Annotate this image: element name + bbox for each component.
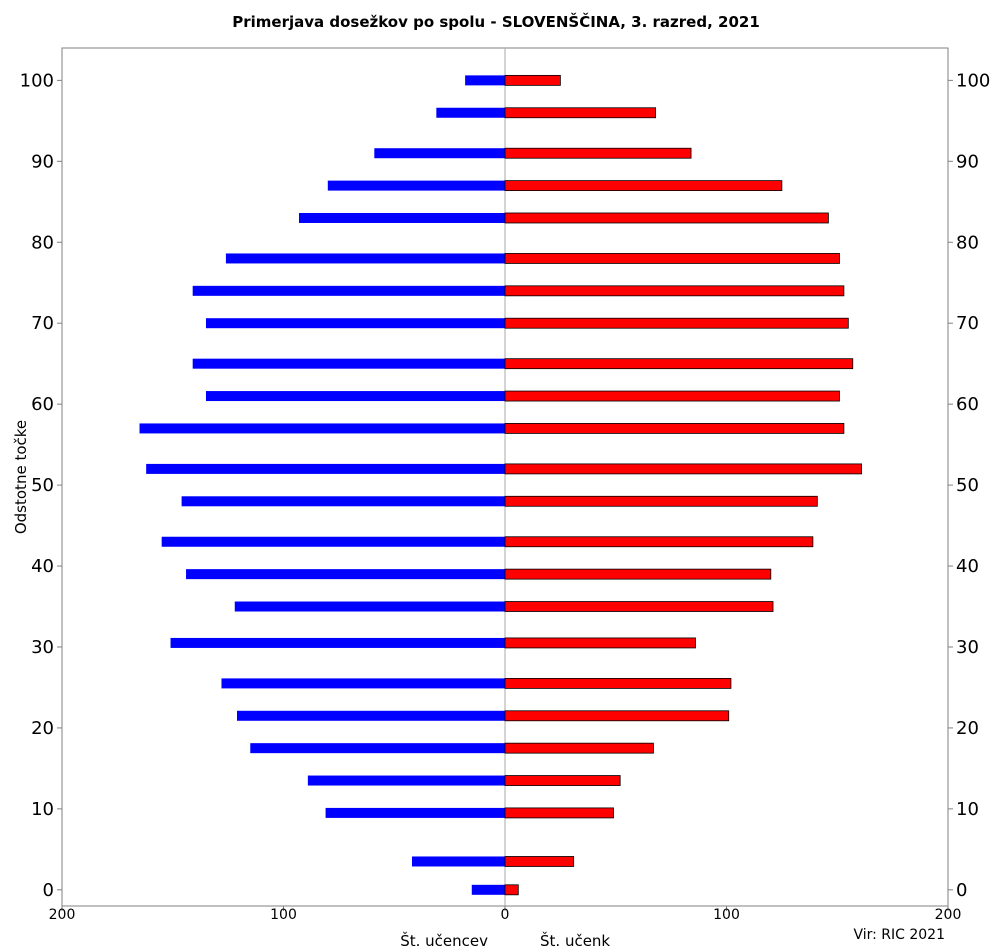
x-axis-label-boys: Št. učencev xyxy=(400,931,488,950)
bar-girls-23 xyxy=(504,74,561,86)
bar-girls-4 xyxy=(504,742,654,754)
y-tick-label-left-8: 80 xyxy=(31,232,54,253)
bar-girls-14 xyxy=(504,390,840,402)
x-tick-label-0: 200 xyxy=(49,907,76,923)
bar-boys-8 xyxy=(234,601,505,612)
y-tick-label-right-9: 90 xyxy=(956,151,979,172)
bar-boys-21 xyxy=(374,148,505,159)
bar-boys-18 xyxy=(225,253,505,264)
y-tick-label-left-2: 20 xyxy=(31,718,54,739)
y-tick-label-left-3: 30 xyxy=(31,637,54,658)
bar-girls-9 xyxy=(504,568,772,580)
bar-boys-10 xyxy=(161,536,506,547)
y-tick-label-right-4: 40 xyxy=(956,556,979,577)
x-tick-label-1: 100 xyxy=(270,907,297,923)
bar-boys-12 xyxy=(146,463,506,474)
bar-girls-1 xyxy=(504,856,575,867)
y-tick-label-right-7: 70 xyxy=(956,313,979,334)
x-tick-label-3: 100 xyxy=(713,907,740,923)
x-ticks: 200 100 0 100 200 xyxy=(49,906,962,923)
bar-boys-2 xyxy=(325,807,505,818)
y-tick-label-left-0: 0 xyxy=(43,880,54,901)
y-tick-label-right-1: 10 xyxy=(956,799,979,820)
bar-girls-13 xyxy=(504,423,845,434)
bar-boys-16 xyxy=(205,318,505,329)
source-note: Vir: RIC 2021 xyxy=(853,927,945,943)
y-tick-label-right-5: 50 xyxy=(956,475,979,496)
bar-boys-3 xyxy=(307,775,505,786)
y-tick-label-left-6: 60 xyxy=(31,394,54,415)
chart-title: Primerjava dosežkov po spolu - SLOVENŠČI… xyxy=(232,12,760,31)
bar-boys-17 xyxy=(192,285,505,296)
y-tick-label-left-9: 90 xyxy=(31,151,54,172)
bar-girls-15 xyxy=(504,358,854,370)
y-ticks-right: 0 10 20 30 40 50 60 70 80 90 100 xyxy=(948,70,990,901)
y-tick-label-left-10: 100 xyxy=(20,70,54,91)
y-tick-label-right-10: 100 xyxy=(956,70,990,91)
y-tick-label-left-1: 10 xyxy=(31,799,54,820)
y-tick-label-left-4: 40 xyxy=(31,556,54,577)
bar-boys-11 xyxy=(181,496,506,507)
x-tick-label-4: 200 xyxy=(935,907,962,923)
y-ticks-left: 0 10 20 30 40 50 60 70 80 90 100 xyxy=(20,70,62,901)
bar-boys-0 xyxy=(471,884,505,895)
bar-boys-1 xyxy=(411,856,505,867)
y-tick-label-right-2: 20 xyxy=(956,718,979,739)
x-tick-label-2: 0 xyxy=(501,907,510,923)
bar-girls-12 xyxy=(504,463,863,475)
y-axis-label: Odstotne točke xyxy=(12,420,30,534)
bar-boys-22 xyxy=(436,107,505,118)
bar-boys-15 xyxy=(192,358,505,369)
bar-girls-19 xyxy=(504,212,829,224)
bar-girls-11 xyxy=(504,495,818,507)
bar-girls-7 xyxy=(504,637,696,649)
bar-boys-14 xyxy=(205,391,505,402)
bar-boys-6 xyxy=(221,678,506,689)
bar-girls-6 xyxy=(504,678,732,689)
x-axis-label-girls: Št. učenk xyxy=(540,931,610,950)
y-tick-label-left-7: 70 xyxy=(31,313,54,334)
bar-girls-16 xyxy=(504,317,849,329)
bar-boys-9 xyxy=(186,569,506,580)
bar-girls-18 xyxy=(504,253,840,264)
bar-boys-23 xyxy=(465,75,505,86)
bar-girls-0 xyxy=(504,884,519,896)
bars-group xyxy=(139,74,863,896)
y-tick-label-right-6: 60 xyxy=(956,394,979,415)
bar-boys-13 xyxy=(139,423,505,434)
bar-boys-5 xyxy=(236,710,506,721)
y-tick-label-left-5: 50 xyxy=(31,475,54,496)
bar-girls-8 xyxy=(504,601,774,612)
bar-boys-4 xyxy=(250,743,505,754)
bar-girls-3 xyxy=(504,775,621,786)
bar-girls-2 xyxy=(504,807,614,819)
bar-boys-20 xyxy=(327,180,505,191)
bar-girls-10 xyxy=(504,536,814,548)
bar-girls-5 xyxy=(504,710,730,722)
bar-girls-21 xyxy=(504,147,692,159)
bar-girls-17 xyxy=(504,285,845,297)
bar-boys-19 xyxy=(299,212,505,223)
bar-boys-7 xyxy=(170,637,505,648)
y-tick-label-right-3: 30 xyxy=(956,637,979,658)
bar-girls-20 xyxy=(504,180,783,192)
y-tick-label-right-0: 0 xyxy=(956,880,967,901)
bar-girls-22 xyxy=(504,107,657,119)
y-tick-label-right-8: 80 xyxy=(956,232,979,253)
